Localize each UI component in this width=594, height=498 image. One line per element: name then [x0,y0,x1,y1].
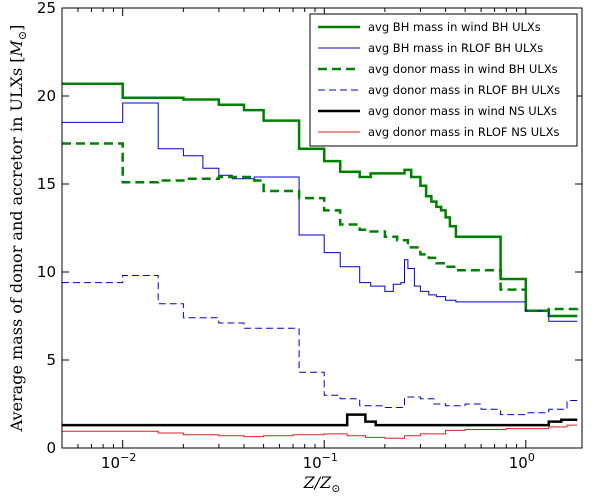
legend-label: avg BH mass in wind BH ULXs [368,20,541,34]
series-line [62,413,578,427]
legend-label: avg donor mass in RLOF NS ULXs [368,125,559,139]
y-tick-label: 20 [37,87,56,105]
series-line [62,102,578,322]
legend-label: avg BH mass in RLOF BH ULXs [368,41,543,55]
series-layer [62,82,579,439]
x-tick-label: 10−2 [101,451,136,472]
legend-box [309,13,578,147]
legend-label: avg donor mass in RLOF BH ULXs [368,83,560,97]
y-tick-label: 5 [46,351,56,369]
legend: avg BH mass in wind BH ULXs avg BH mass i… [309,13,578,147]
y-tick-label: 15 [37,175,56,193]
x-axis-title: Z/Z⊙ [303,473,341,495]
y-tick-label: 0 [46,439,56,457]
legend-label: avg donor mass in wind BH ULXs [368,62,558,76]
x-tick-label: 100 [509,451,535,472]
series-line [62,424,578,439]
series-line [62,82,578,318]
plot-frame [61,7,583,449]
y-tick-label: 25 [37,0,56,17]
y-tick-label: 10 [37,263,56,281]
y-axis-title: Average mass of donor and accretor in UL… [7,25,29,433]
series-line [62,142,579,312]
series-line [62,275,578,416]
legend-label: avg donor mass in wind NS ULXs [368,104,557,118]
x-tick-label: 10−1 [303,451,338,472]
